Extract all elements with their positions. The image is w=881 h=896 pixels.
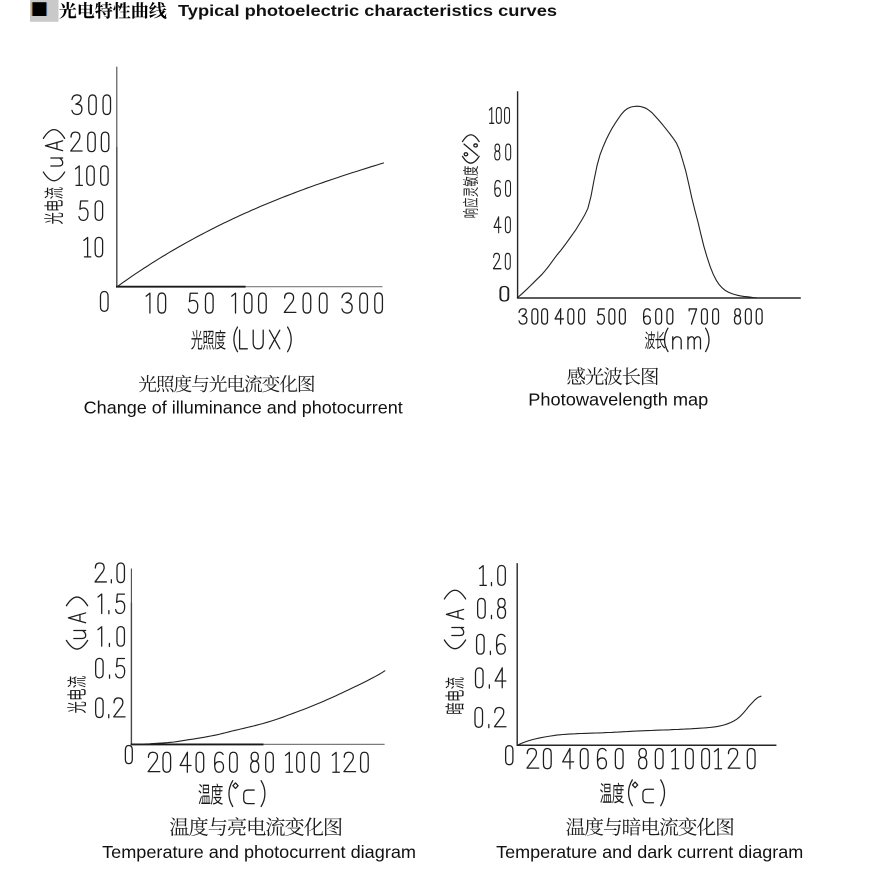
svg-text:Temperature and dark current d: Temperature and dark current diagram (496, 842, 803, 862)
svg-text:Change of illuminance and phot: Change of illuminance and photocurrent (84, 397, 403, 417)
svg-text:Photowavelength map: Photowavelength map (528, 390, 708, 410)
svg-text:Typical photoelectric characte: Typical photoelectric characteristics cu… (178, 3, 557, 20)
svg-text:Temperature and photocurrent d: Temperature and photocurrent diagram (102, 842, 416, 862)
